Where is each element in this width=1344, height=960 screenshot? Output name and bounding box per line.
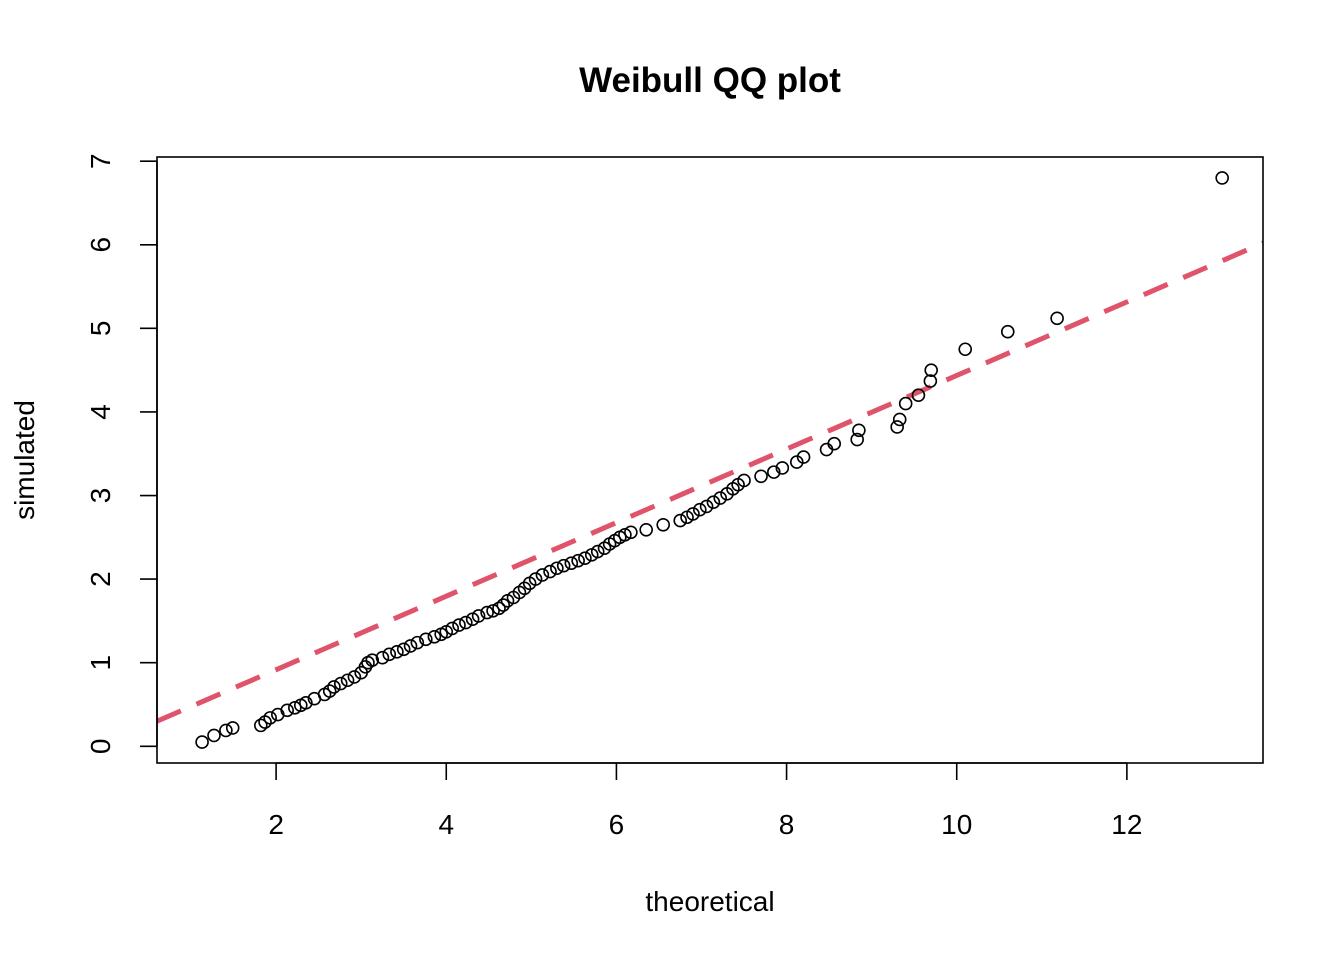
data-point [686,507,700,521]
y-tick-label: 2 [85,571,116,587]
data-point [382,647,397,662]
data-point [924,363,939,377]
y-tick-label: 5 [85,321,116,337]
data-point [459,615,473,630]
data-point [480,605,494,620]
y-tick-label: 6 [85,237,116,253]
data-point [333,676,348,691]
data-point [796,450,811,464]
x-tick-label: 4 [438,809,454,840]
y-axis-label: simulated [9,400,40,520]
data-point [713,491,728,505]
data-point [673,513,688,528]
y-tick-label: 1 [85,655,116,671]
data-point [578,551,592,566]
chart-title: Weibull QQ plot [579,61,841,100]
data-point [486,604,500,618]
data-point [340,673,355,688]
data-point [517,581,532,596]
data-point [263,711,277,725]
data-point [890,420,904,434]
data-point [452,618,466,632]
y-tick-label: 0 [85,738,116,754]
data-point [253,718,268,733]
data-point [1000,324,1015,339]
data-point [737,473,751,488]
data-point [390,645,404,659]
y-tick-label: 7 [85,153,116,169]
data-point [299,696,313,710]
data-point [639,522,653,537]
data-point [754,469,768,484]
data-point [365,653,380,667]
data-point [543,564,557,579]
data-point [288,701,302,715]
data-point [699,499,714,514]
x-tick-label: 2 [268,809,284,840]
data-point [706,495,721,510]
data-point [327,680,341,694]
x-tick-label: 8 [779,809,795,840]
data-point [445,621,460,636]
data-point [322,684,337,698]
data-point [911,388,926,403]
data-point [1050,311,1064,326]
data-point [496,598,511,612]
data-point [419,632,433,647]
data-point [280,703,294,718]
data-point [827,436,842,451]
x-tick-label: 12 [1111,809,1142,840]
data-point [403,639,418,653]
data-point [789,455,804,469]
data-point [692,502,707,517]
data-point [410,635,425,650]
data-point [656,517,671,532]
plot-area [156,156,1264,764]
data-point [564,556,579,571]
data-point [550,561,564,576]
plot-frame [156,156,1264,764]
y-axis: 0 1 2 3 4 5 6 7 [85,153,158,754]
data-point [535,568,550,582]
data-points [195,171,1229,749]
data-point [892,412,907,427]
data-point [767,465,781,479]
data-point [219,723,233,738]
data-point [492,601,506,616]
data-point [775,461,790,475]
data-point [427,629,442,644]
data-point [958,342,973,357]
data-point [207,728,221,743]
data-point [195,735,209,749]
x-axis: 2 4 6 8 10 12 [268,762,1142,840]
data-point [571,553,585,568]
data-point [850,432,864,447]
data-point [852,423,866,438]
reference-line [156,240,1264,724]
data-point [225,721,240,735]
y-tick-label: 4 [85,404,116,420]
x-tick-label: 6 [609,809,625,840]
data-point [375,650,390,665]
data-point [396,642,411,657]
data-point [556,558,571,573]
data-point [528,572,543,586]
x-tick-label: 10 [941,809,972,840]
data-point [347,670,362,684]
x-axis-label: theoretical [645,886,774,917]
data-point [1215,171,1229,185]
y-tick-label: 3 [85,488,116,504]
data-point [590,544,605,559]
data-point [471,609,486,623]
data-point [923,374,938,388]
data-point [898,396,913,411]
data-point [624,525,638,540]
data-point [618,528,632,542]
